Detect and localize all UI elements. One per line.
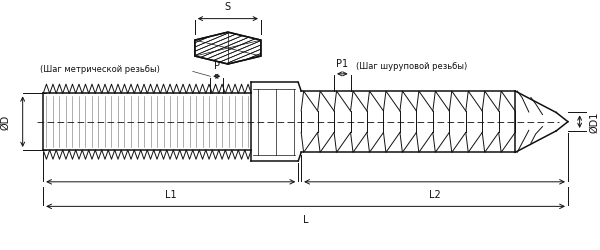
- Text: L: L: [303, 214, 308, 224]
- Text: L1: L1: [165, 190, 176, 200]
- Text: (Шаг метрической резьбы): (Шаг метрической резьбы): [40, 64, 160, 73]
- Text: P: P: [214, 61, 220, 71]
- Text: ØD: ØD: [0, 114, 10, 130]
- Text: P1: P1: [336, 58, 349, 68]
- Text: (Шаг шуруповой резьбы): (Шаг шуруповой резьбы): [356, 62, 467, 71]
- Text: ØD1: ØD1: [589, 112, 599, 133]
- Text: L2: L2: [428, 190, 440, 200]
- Text: S: S: [225, 2, 231, 12]
